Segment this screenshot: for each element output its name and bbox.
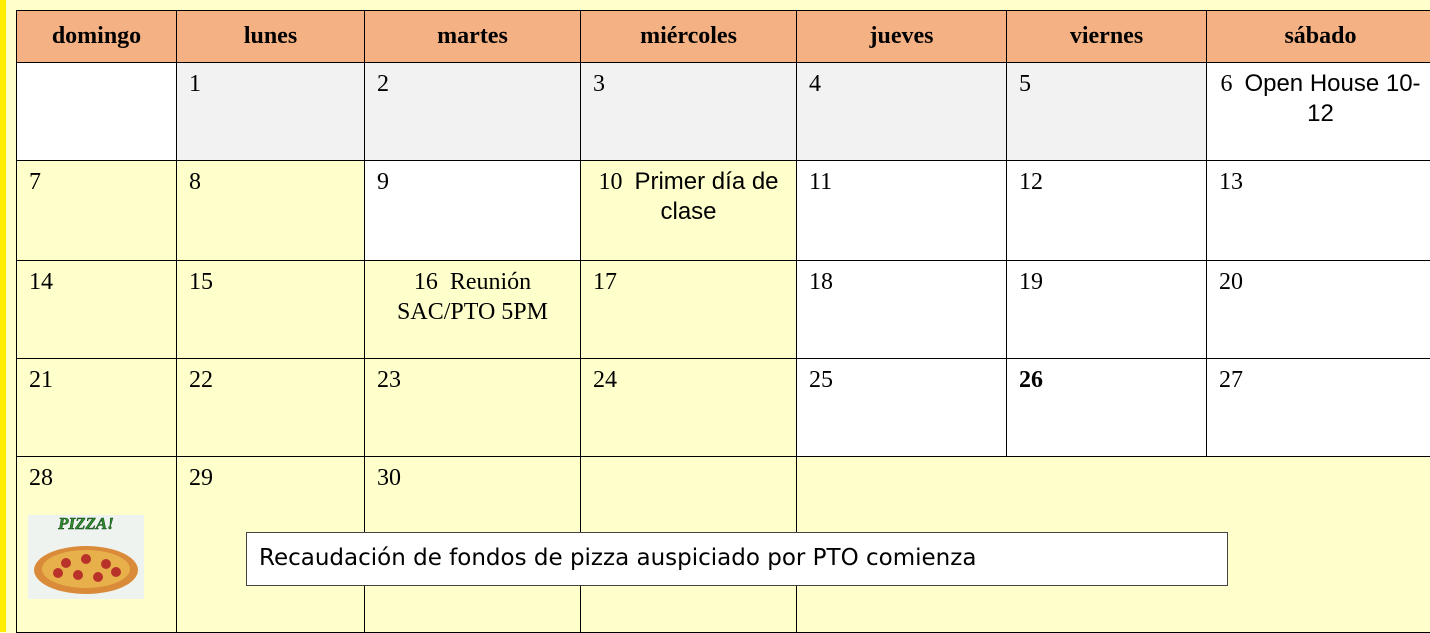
- day-cell: 22: [176, 358, 365, 457]
- day-cell: 1: [176, 62, 365, 161]
- header-cell: miércoles: [580, 10, 797, 63]
- header-cell: domingo: [16, 10, 177, 63]
- day-cell: 11: [796, 160, 1007, 261]
- day-cell: 19: [1006, 260, 1207, 359]
- day-cell: 12: [1006, 160, 1207, 261]
- pizza-label: PIZZA!: [57, 515, 114, 533]
- day-cell: 25: [796, 358, 1007, 457]
- day-cell: 3: [580, 62, 797, 161]
- day-number: 27: [1219, 367, 1243, 393]
- day-cell: 27: [1206, 358, 1430, 457]
- day-cell: 14: [16, 260, 177, 359]
- day-number: 8: [189, 169, 201, 195]
- day-number: 24: [593, 367, 617, 393]
- day-number: 15: [189, 269, 213, 295]
- day-cell: 24: [580, 358, 797, 457]
- day-cell: 26: [1006, 358, 1207, 457]
- day-number: 4: [809, 71, 821, 97]
- day-number: 13: [1219, 169, 1243, 195]
- day-number: 2: [377, 71, 389, 97]
- day-cell: 17: [580, 260, 797, 359]
- header-cell: sábado: [1206, 10, 1430, 63]
- day-number: 18: [809, 269, 833, 295]
- day-cell: 15: [176, 260, 365, 359]
- day-cell: 7: [16, 160, 177, 261]
- header-cell: lunes: [176, 10, 365, 63]
- day-number: 28: [29, 465, 53, 491]
- event-note: Open House 10-12: [1244, 70, 1421, 127]
- day-cell: 20: [1206, 260, 1430, 359]
- header-cell: jueves: [796, 10, 1007, 63]
- day-number: 22: [189, 367, 213, 393]
- day-cell: 13: [1206, 160, 1430, 261]
- day-number: 5: [1019, 71, 1031, 97]
- day-number: 23: [377, 367, 401, 393]
- day-cell: 21: [16, 358, 177, 457]
- day-number: 10: [598, 169, 623, 195]
- pepperoni: [53, 554, 121, 582]
- day-number: 17: [593, 269, 617, 295]
- day-cell: 18: [796, 260, 1007, 359]
- day-number: 30: [377, 465, 401, 491]
- day-cell: 23: [364, 358, 581, 457]
- day-cell: [16, 62, 177, 161]
- day-cell: 5: [1006, 62, 1207, 161]
- day-number: 9: [377, 169, 389, 195]
- day-number: 19: [1019, 269, 1043, 295]
- day-cell: 10 Primer día de clase: [580, 160, 797, 261]
- day-cell: 16 Reunión SAC/PTO 5PM: [364, 260, 581, 359]
- event-note: Reunión SAC/PTO 5PM: [397, 269, 548, 325]
- day-number: 11: [809, 169, 833, 195]
- day-cell: 8: [176, 160, 365, 261]
- banner: Recaudación de fondos de pizza auspiciad…: [246, 532, 1228, 586]
- pizza-icon: PIZZA!: [28, 515, 144, 599]
- day-number: 21: [29, 367, 53, 393]
- day-cell: 4: [796, 62, 1007, 161]
- day-number: 3: [593, 71, 605, 97]
- header-cell: viernes: [1006, 10, 1207, 63]
- day-number: 29: [189, 465, 213, 491]
- header-cell: martes: [364, 10, 581, 63]
- day-cell: 2: [364, 62, 581, 161]
- day-number: 20: [1219, 269, 1243, 295]
- day-number: 1: [189, 71, 201, 97]
- day-cell: 6 Open House 10-12: [1206, 62, 1430, 161]
- day-number: 7: [29, 169, 41, 195]
- day-number: 12: [1019, 169, 1043, 195]
- day-number: 14: [29, 269, 53, 295]
- day-cell: 9: [364, 160, 581, 261]
- event-note: Primer día de clase: [634, 168, 779, 225]
- day-number: 6: [1220, 71, 1233, 97]
- day-number: 16: [413, 269, 438, 295]
- day-number: 25: [809, 367, 833, 393]
- day-number: 26: [1019, 367, 1043, 393]
